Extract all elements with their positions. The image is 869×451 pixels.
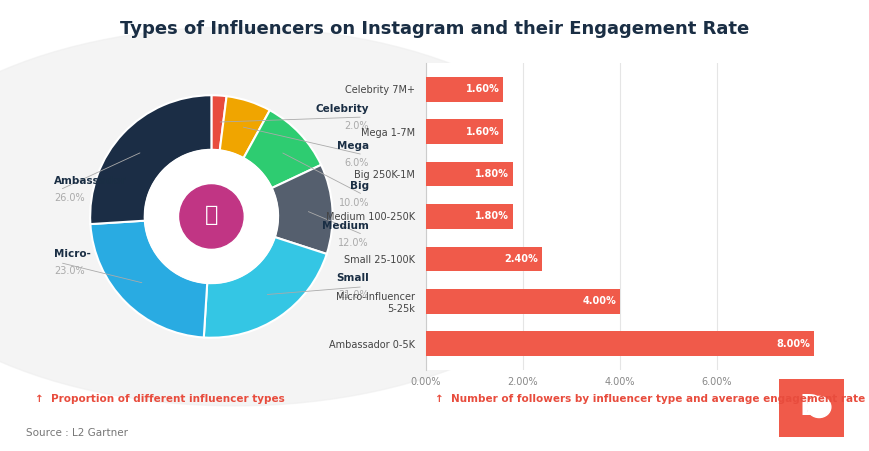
Text: 1.80%: 1.80% [474,212,508,221]
Text: Types of Influencers on Instagram and their Engagement Rate: Types of Influencers on Instagram and th… [120,20,749,38]
Text: Source : L2 Gartner: Source : L2 Gartner [26,428,128,438]
Text: Small: Small [336,273,368,283]
Text: Ambassador: Ambassador [54,176,126,186]
Bar [425,331,813,356]
Text: Mega: Mega [336,141,368,151]
Wedge shape [90,95,211,224]
Text: 2.40%: 2.40% [504,254,538,264]
Text: ↑  Proportion of different influencer types: ↑ Proportion of different influencer typ… [35,394,284,404]
Bar [425,120,503,144]
Text: 12.0%: 12.0% [338,238,368,248]
Text: 26.0%: 26.0% [54,193,84,203]
Text: 1.60%: 1.60% [465,127,499,137]
Text: Big: Big [349,181,368,191]
Text: 21.0%: 21.0% [338,290,368,300]
Bar [425,204,513,229]
Text: 2.0%: 2.0% [344,120,368,130]
Wedge shape [220,96,269,158]
Text: 10.0%: 10.0% [338,198,368,208]
Wedge shape [203,237,327,338]
Text: ↑  Number of followers by influencer type and average engagement rate: ↑ Number of followers by influencer type… [434,394,865,404]
Text: 6.0%: 6.0% [344,158,368,168]
Text: Celebrity: Celebrity [315,104,368,114]
Text: 1.80%: 1.80% [474,169,508,179]
Wedge shape [90,221,207,337]
Text: 1.60%: 1.60% [465,84,499,94]
Circle shape [180,185,242,248]
FancyBboxPatch shape [776,377,845,439]
Text: 8.00%: 8.00% [775,339,809,349]
Text: Micro-: Micro- [54,249,90,259]
Wedge shape [243,110,321,188]
Text: Medium: Medium [322,221,368,231]
Bar [425,289,619,313]
Wedge shape [211,95,226,150]
Circle shape [806,396,830,418]
Text: 4.00%: 4.00% [581,296,615,306]
Text: 📷: 📷 [204,205,218,225]
Circle shape [0,27,600,406]
Circle shape [144,150,278,283]
Bar [425,77,503,101]
Bar [425,162,513,186]
Bar [425,247,541,271]
Text: 23.0%: 23.0% [54,266,84,276]
Wedge shape [271,165,332,254]
Text: D: D [799,393,822,421]
